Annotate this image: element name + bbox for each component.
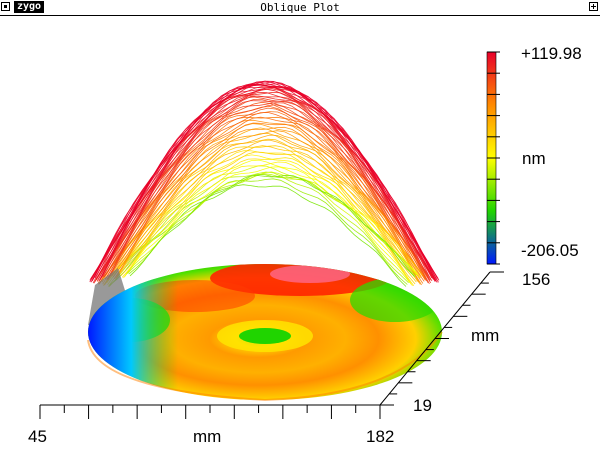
colorbar-max-label: +119.98 — [521, 44, 582, 63]
maximize-button[interactable] — [589, 2, 598, 11]
window-title: Oblique Plot — [260, 1, 340, 14]
y-axis-min-label: 19 — [413, 396, 432, 415]
surface-mesh — [88, 80, 440, 326]
colorbar-unit-label: nm — [522, 149, 546, 168]
title-bar: zygo Oblique Plot — [0, 0, 600, 16]
y-axis-unit-label: mm — [471, 326, 500, 345]
colorbar-min-label: -206.05 — [521, 241, 579, 260]
x-axis — [39, 404, 381, 419]
zygo-logo: zygo — [14, 1, 45, 13]
y-axis — [379, 271, 504, 406]
color-bar — [486, 51, 500, 265]
window-menu-button[interactable] — [1, 2, 10, 11]
y-axis-max-label: 156 — [522, 270, 551, 289]
x-axis-unit-label: mm — [193, 427, 222, 446]
x-axis-max-label: 182 — [366, 427, 395, 446]
x-axis-min-label: 45 — [28, 427, 47, 446]
surface-projection — [87, 264, 443, 402]
